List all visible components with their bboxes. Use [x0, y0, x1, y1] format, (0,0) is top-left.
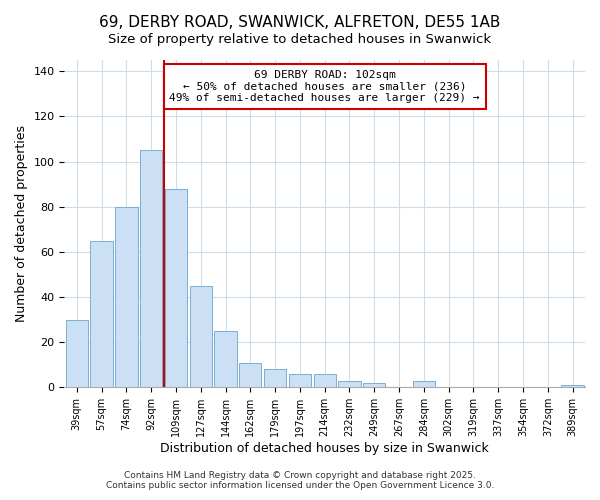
Bar: [413, 380, 435, 388]
X-axis label: Distribution of detached houses by size in Swanwick: Distribution of detached houses by size …: [160, 442, 489, 455]
Bar: [214, 331, 236, 388]
Bar: [140, 150, 163, 388]
Bar: [190, 286, 212, 388]
Bar: [338, 380, 361, 388]
Bar: [65, 320, 88, 388]
Text: 69 DERBY ROAD: 102sqm
← 50% of detached houses are smaller (236)
49% of semi-det: 69 DERBY ROAD: 102sqm ← 50% of detached …: [169, 70, 480, 103]
Bar: [363, 383, 385, 388]
Bar: [562, 385, 584, 388]
Bar: [289, 374, 311, 388]
Text: Contains HM Land Registry data © Crown copyright and database right 2025.
Contai: Contains HM Land Registry data © Crown c…: [106, 470, 494, 490]
Bar: [115, 206, 137, 388]
Bar: [264, 370, 286, 388]
Y-axis label: Number of detached properties: Number of detached properties: [15, 125, 28, 322]
Bar: [165, 188, 187, 388]
Bar: [91, 240, 113, 388]
Text: Size of property relative to detached houses in Swanwick: Size of property relative to detached ho…: [109, 32, 491, 46]
Bar: [314, 374, 336, 388]
Bar: [239, 362, 262, 388]
Text: 69, DERBY ROAD, SWANWICK, ALFRETON, DE55 1AB: 69, DERBY ROAD, SWANWICK, ALFRETON, DE55…: [100, 15, 500, 30]
